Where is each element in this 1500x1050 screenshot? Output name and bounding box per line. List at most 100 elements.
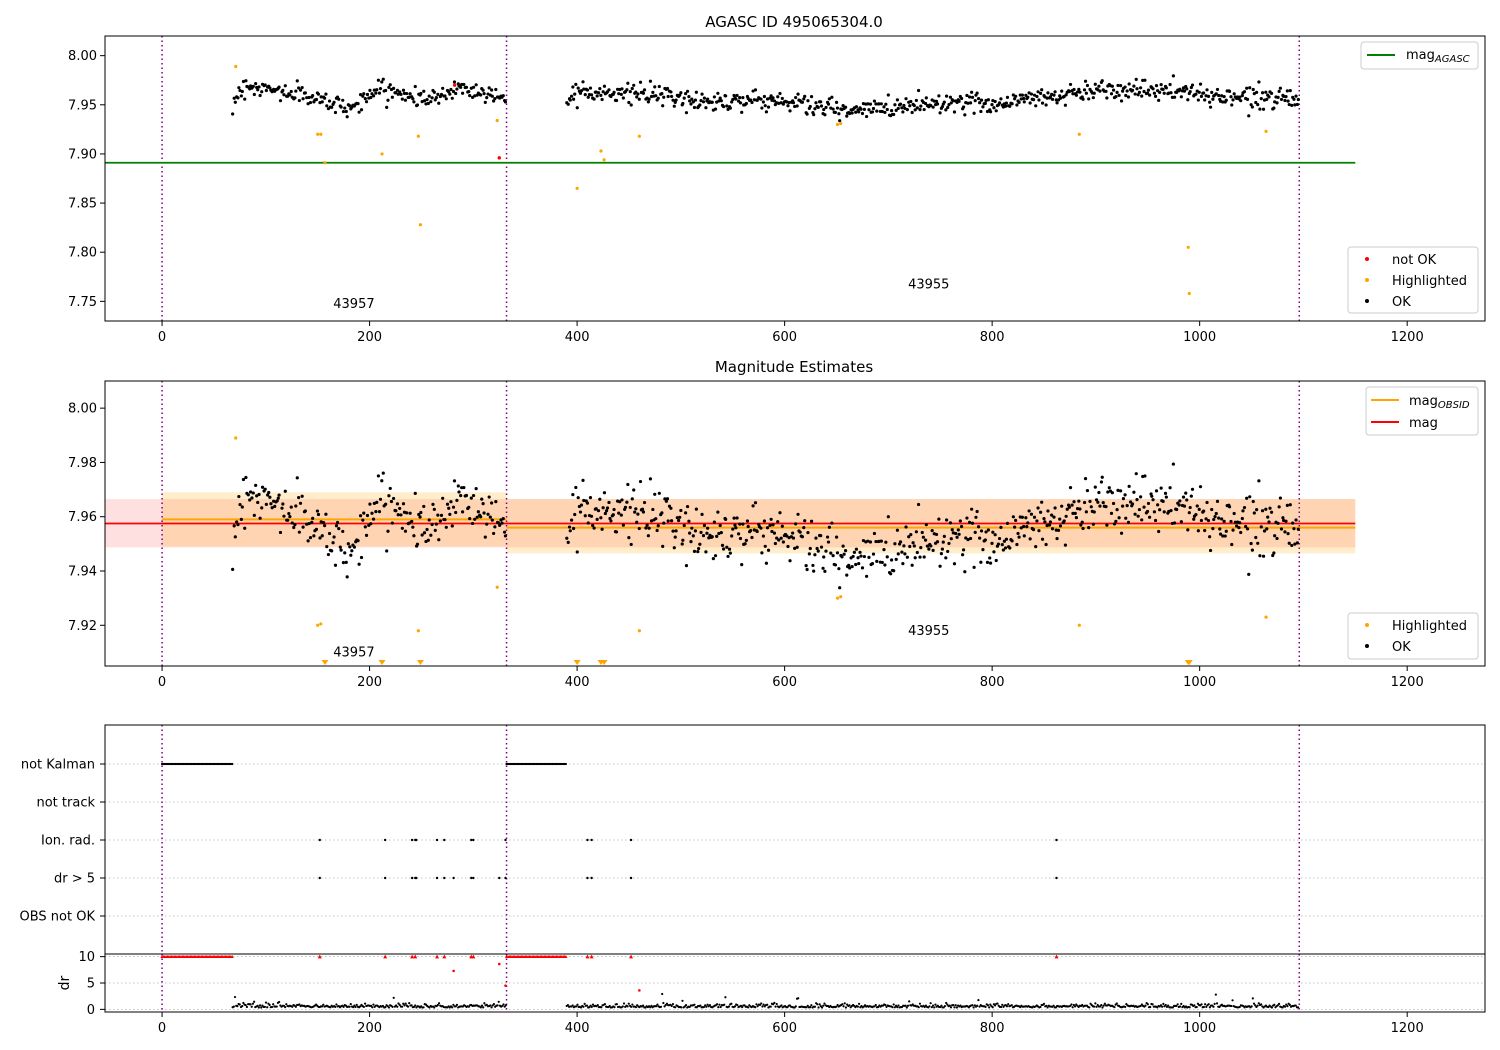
dr-clipped-marker: [442, 954, 447, 959]
ok-point: [1295, 102, 1299, 107]
ok-point: [831, 107, 835, 111]
ok-point: [473, 94, 477, 98]
ok-point: [1247, 114, 1251, 118]
ok-point: [307, 521, 311, 526]
ok-point: [1235, 524, 1239, 528]
dr-point: [1144, 1004, 1147, 1007]
ion-rad-point: [590, 838, 593, 842]
ok-point: [581, 80, 585, 84]
dr-point: [398, 1003, 401, 1006]
ok-point: [470, 521, 475, 526]
x-tick-label: 800: [980, 1021, 1005, 1036]
ok-point: [1150, 494, 1154, 498]
ok-point: [1067, 89, 1071, 94]
dr-point: [436, 1003, 439, 1007]
ok-point: [479, 515, 483, 519]
ok-point: [647, 526, 651, 530]
ok-point: [1158, 508, 1162, 512]
ok-point: [1020, 93, 1024, 97]
ok-point: [1097, 84, 1101, 88]
ok-point: [1037, 529, 1041, 533]
ok-point: [327, 531, 332, 536]
ok-point: [352, 545, 356, 549]
dr-point: [953, 1006, 956, 1009]
ok-point: [684, 111, 689, 115]
dr-point: [762, 1003, 765, 1006]
ok-point: [1056, 528, 1061, 532]
ok-point: [1197, 90, 1201, 94]
dr-point: [841, 1003, 844, 1006]
ok-point: [1043, 520, 1047, 524]
ok-point: [1288, 503, 1292, 507]
ok-point: [1104, 505, 1108, 509]
ok-point: [833, 110, 838, 115]
ok-point: [443, 518, 447, 522]
ok-point: [1068, 485, 1073, 490]
ok-point: [978, 101, 982, 105]
ok-point: [1262, 529, 1267, 533]
ok-point: [698, 542, 702, 546]
dr-point: [661, 992, 664, 996]
ok-point: [408, 511, 412, 515]
ok-point: [871, 552, 876, 556]
ok-point: [750, 100, 754, 105]
ok-point: [1127, 82, 1131, 86]
ok-point: [243, 526, 247, 530]
out-of-range-marker: [378, 660, 386, 665]
ok-point: [441, 86, 445, 90]
ok-point: [970, 95, 975, 99]
dr-point: [766, 1003, 769, 1006]
ok-point: [1284, 519, 1288, 523]
ok-point: [662, 95, 666, 99]
ok-point: [794, 95, 798, 100]
ok-point: [909, 99, 913, 104]
ok-point: [468, 517, 472, 521]
ok-point: [704, 550, 708, 554]
ok-point: [638, 479, 643, 484]
ok-point: [681, 538, 685, 542]
x-tick-label: 600: [772, 1021, 797, 1036]
ok-point: [460, 91, 465, 95]
ok-point: [860, 111, 865, 116]
dr-gt5-point: [1055, 876, 1058, 880]
ok-point: [942, 100, 946, 104]
ok-point: [399, 513, 403, 517]
ok-point: [1010, 102, 1014, 106]
dr-point: [730, 1002, 733, 1005]
highlighted-point: [319, 132, 323, 136]
ok-point: [592, 526, 596, 530]
ok-point: [682, 523, 686, 528]
ok-point: [716, 510, 720, 514]
ok-point: [1188, 90, 1192, 94]
dr-point: [275, 1005, 278, 1008]
ok-point: [343, 551, 347, 555]
ok-point: [764, 110, 769, 114]
ok-point: [236, 96, 240, 100]
ok-point: [923, 538, 928, 542]
ok-point: [979, 529, 984, 533]
ok-point: [968, 536, 973, 541]
dr-point: [717, 1006, 720, 1009]
dr-gt5-point: [470, 876, 473, 880]
ok-point: [407, 521, 412, 525]
ok-point: [341, 529, 345, 534]
ok-point: [684, 511, 688, 515]
ok-point: [986, 528, 990, 532]
ok-point: [362, 511, 366, 515]
ok-point: [1152, 510, 1157, 514]
ok-point: [625, 88, 629, 92]
ok-point: [740, 110, 744, 114]
ok-point: [735, 516, 739, 520]
ok-point: [391, 86, 396, 90]
highlighted-point: [599, 149, 603, 153]
x-tick-label: 200: [357, 1021, 382, 1036]
dr-point: [733, 1005, 737, 1008]
ok-point: [502, 530, 507, 534]
ok-point: [910, 110, 914, 115]
ok-point: [1161, 87, 1165, 92]
ok-point: [424, 539, 428, 544]
dr-point: [626, 1005, 629, 1008]
ok-point: [1190, 83, 1195, 87]
dr-point: [708, 1003, 712, 1007]
ok-point: [1231, 98, 1235, 102]
